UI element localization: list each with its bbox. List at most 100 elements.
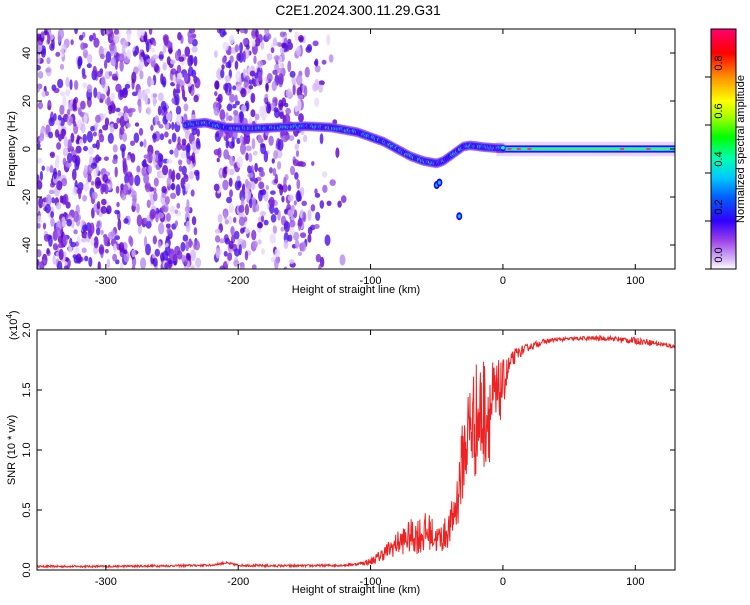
noise-mark bbox=[66, 218, 72, 227]
noise-mark bbox=[257, 33, 263, 43]
noise-mark bbox=[174, 209, 178, 214]
noise-mark bbox=[37, 259, 40, 267]
noise-mark bbox=[164, 131, 169, 138]
y-tick-label: 0 bbox=[21, 146, 33, 152]
noise-mark bbox=[237, 238, 244, 243]
noise-mark bbox=[109, 42, 115, 52]
noise-mark bbox=[295, 190, 302, 203]
outlier-core bbox=[457, 214, 461, 219]
noise-mark bbox=[314, 58, 319, 67]
noise-mark bbox=[146, 106, 152, 116]
noise-mark bbox=[103, 156, 109, 161]
noise-mark bbox=[106, 208, 110, 214]
noise-mark bbox=[39, 260, 45, 269]
noise-mark bbox=[315, 253, 322, 263]
noise-mark bbox=[297, 251, 303, 256]
noise-mark bbox=[193, 227, 198, 236]
noise-mark bbox=[82, 74, 87, 80]
noise-mark bbox=[60, 130, 65, 140]
noise-mark bbox=[170, 182, 176, 191]
y-tick-label: 1.5 bbox=[21, 382, 33, 397]
noise-mark bbox=[270, 47, 275, 54]
noise-mark bbox=[73, 256, 80, 264]
noise-mark bbox=[152, 93, 158, 98]
noise-mark bbox=[39, 170, 43, 181]
noise-mark bbox=[60, 91, 66, 97]
noise-mark bbox=[231, 103, 237, 109]
noise-mark bbox=[274, 173, 278, 184]
noise-mark bbox=[89, 222, 95, 235]
noise-mark bbox=[137, 89, 142, 101]
noise-mark bbox=[296, 46, 302, 56]
noise-mark bbox=[50, 211, 55, 218]
noise-mark bbox=[243, 216, 248, 222]
noise-mark bbox=[185, 241, 190, 252]
noise-mark bbox=[118, 241, 125, 253]
noise-mark bbox=[193, 243, 197, 250]
noise-mark bbox=[100, 205, 107, 214]
noise-mark bbox=[219, 109, 226, 121]
noise-mark bbox=[240, 196, 245, 208]
noise-mark bbox=[62, 95, 67, 108]
noise-mark bbox=[92, 143, 98, 149]
noise-mark bbox=[151, 47, 155, 53]
noise-mark bbox=[146, 151, 153, 164]
noise-mark bbox=[337, 200, 342, 208]
spectrogram-y-axis-label: Frequency (Hz) bbox=[6, 111, 18, 187]
noise-mark bbox=[273, 55, 280, 61]
noise-mark bbox=[76, 119, 83, 129]
noise-mark bbox=[259, 211, 267, 216]
noise-mark bbox=[107, 105, 113, 112]
noise-mark bbox=[61, 177, 68, 187]
noise-mark bbox=[177, 159, 183, 166]
noise-mark bbox=[158, 92, 164, 102]
noise-mark bbox=[265, 184, 270, 191]
noise-mark bbox=[168, 259, 174, 265]
noise-mark bbox=[239, 261, 245, 269]
noise-mark bbox=[226, 196, 233, 204]
noise-mark bbox=[242, 68, 247, 79]
noise-mark bbox=[186, 254, 192, 261]
noise-mark bbox=[289, 259, 295, 265]
noise-mark bbox=[178, 165, 183, 172]
noise-mark bbox=[260, 167, 264, 178]
noise-mark bbox=[263, 219, 269, 226]
noise-mark bbox=[145, 40, 150, 53]
noise-mark bbox=[239, 134, 244, 144]
noise-mark bbox=[251, 229, 257, 241]
noise-mark bbox=[74, 247, 80, 256]
noise-mark bbox=[229, 34, 235, 45]
noise-mark bbox=[158, 222, 165, 235]
noise-mark bbox=[37, 44, 43, 53]
noise-mark bbox=[229, 189, 233, 198]
noise-mark bbox=[270, 190, 276, 195]
noise-mark bbox=[326, 34, 331, 46]
noise-mark bbox=[131, 190, 137, 200]
noise-mark bbox=[240, 87, 247, 98]
noise-mark bbox=[260, 143, 267, 155]
noise-mark bbox=[111, 73, 118, 80]
noise-mark bbox=[252, 240, 258, 248]
noise-mark bbox=[229, 156, 235, 166]
noise-mark bbox=[177, 136, 181, 146]
noise-mark bbox=[253, 177, 258, 184]
noise-mark bbox=[87, 146, 94, 155]
noise-mark bbox=[242, 38, 249, 46]
noise-mark bbox=[302, 134, 308, 143]
noise-mark bbox=[294, 105, 299, 113]
noise-mark bbox=[300, 241, 307, 252]
noise-mark bbox=[42, 222, 47, 230]
noise-mark bbox=[170, 59, 176, 65]
noise-mark bbox=[94, 122, 99, 128]
noise-mark bbox=[301, 200, 307, 207]
noise-mark bbox=[103, 59, 108, 70]
noise-mark bbox=[146, 58, 153, 63]
noise-mark bbox=[37, 83, 41, 93]
noise-mark bbox=[86, 63, 92, 69]
noise-mark bbox=[51, 38, 55, 49]
noise-mark bbox=[102, 113, 107, 118]
noise-mark bbox=[122, 87, 128, 95]
x-tick-label: -100 bbox=[360, 275, 382, 287]
noise-mark bbox=[244, 203, 250, 216]
